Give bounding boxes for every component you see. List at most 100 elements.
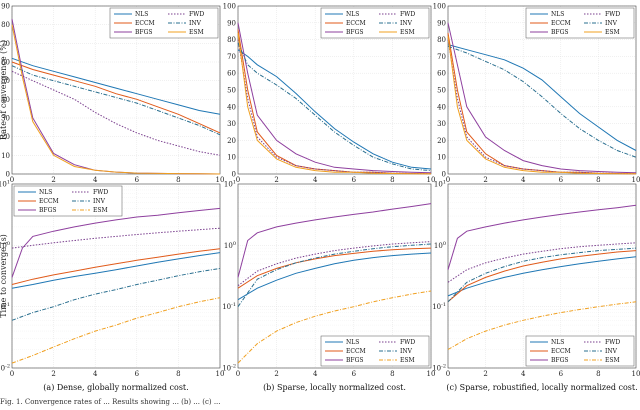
x-tick-label: 10 [216,370,225,378]
y-tick-label: 90 [1,3,10,11]
series-line-inv [11,65,221,136]
x-tick-label: 8 [390,370,394,378]
y-tick-label: 40 [227,103,236,111]
legend-label-inv: INV [400,348,413,355]
legend-label-inv: INV [605,348,618,355]
series-line-fwd [237,39,432,175]
series-line-esm [11,297,221,364]
figure-caption-footer: Fig. 1. Convergence rates of ... Results… [0,398,221,406]
legend-label-esm: ESM [605,357,620,364]
y-axis-label: Time to converge (s) [0,234,8,318]
x-tick-label: 8 [176,176,180,184]
series-line-eccm [447,250,637,303]
legend-label-eccm: ECCM [346,348,366,355]
legend-label-inv: INV [605,20,618,27]
legend: NLS FWD ECCM INV BFGS ESM [320,7,430,39]
legend-label-inv: INV [400,20,413,27]
series-line-bfgs [447,204,637,270]
x-tick-label: 0 [10,370,14,378]
legend-label-esm: ESM [189,29,204,36]
y-tick-label: 10-2 [432,364,446,373]
legend-label-fwd: FWD [400,11,415,18]
series-line-esm [11,24,221,175]
legend-label-inv: INV [93,198,106,205]
series-line-bfgs [11,207,221,278]
series-line-fwd [11,70,221,156]
x-tick-label: 2 [483,176,487,184]
x-tick-label: 0 [446,370,450,378]
x-tick-label: 10 [427,176,436,184]
series-line-inv [237,243,432,307]
series-line-eccm [237,247,432,289]
chart-panel-bottom-c: 0 2 4 6 8 10 10-2 10-1 100 101 (c) Sparse, robusti… [432,180,640,393]
y-tick-label: 101 [0,180,10,189]
y-tick-label: 10-1 [222,302,236,311]
y-tick-label: 10-1 [0,302,10,311]
legend-label-nls: NLS [135,11,148,18]
y-tick-label: 50 [227,87,236,95]
y-tick-label: 100 [223,3,236,11]
panel-caption: (c) Sparse, robustified, locally normali… [446,383,637,392]
y-tick-label: 10-1 [432,302,446,311]
x-tick-label: 4 [313,370,318,378]
series-line-nls [237,49,432,170]
series-line-inv [447,45,637,158]
x-tick-label: 6 [135,370,140,378]
y-tick-label: 40 [1,96,10,104]
x-tick-label: 10 [216,176,225,184]
y-tick-label: 10-2 [222,364,236,373]
series-line-nls [447,256,637,297]
x-tick-label: 10 [632,370,640,378]
legend-label-nls: NLS [346,339,359,346]
y-tick-label: 30 [1,115,10,123]
y-tick-label: 80 [437,36,446,44]
y-tick-label: 20 [227,137,236,145]
x-tick-label: 2 [274,176,278,184]
y-tick-label: 90 [227,19,236,27]
legend-label-eccm: ECCM [551,20,571,27]
chart-panel-top-a: 0 2 4 6 8 10 0 10 20 30 40 50 60 70 80 90 Rate of conver… [0,3,224,185]
legend: NLS FWD ECCM INV BFGS ESM [13,185,123,217]
y-axis-label: Rate of convergence (%) [0,40,8,140]
y-tick-label: 70 [1,40,10,48]
legend-label-fwd: FWD [189,11,204,18]
y-tick-label: 60 [437,70,446,78]
y-tick-label: 60 [1,59,10,67]
x-tick-label: 4 [313,176,318,184]
series-line-inv [447,247,637,303]
y-tick-label: 100 [433,3,446,11]
x-tick-label: 4 [93,176,98,184]
series-line-bfgs [11,19,221,175]
x-tick-label: 8 [390,176,394,184]
y-tick-label: 70 [227,53,236,61]
chart-panel-bottom-a: 0 2 4 6 8 10 10-2 10-1 100 101 Time to converge (s… [0,180,224,393]
legend-label-bfgs: BFGS [346,29,363,36]
x-tick-label: 4 [521,176,526,184]
series-line-fwd [447,242,637,283]
y-tick-label: 100 [0,241,10,250]
series-line-bfgs [447,22,637,174]
legend-label-fwd: FWD [93,189,108,196]
x-tick-label: 6 [352,176,357,184]
series-line-esm [237,290,432,364]
plot-frame [11,5,221,175]
legend: NLS FWD ECCM INV BFGS ESM [109,7,219,39]
series-line-inv [237,42,432,172]
plot-frame [447,183,637,369]
series-line-nls [447,44,637,151]
y-tick-label: 0 [442,171,446,179]
y-tick-label: 40 [437,103,446,111]
x-tick-label: 0 [236,370,240,378]
legend-label-esm: ESM [400,29,415,36]
series-line-nls [11,57,221,115]
series-line-bfgs [237,203,432,278]
legend-label-nls: NLS [39,189,52,196]
legend-label-bfgs: BFGS [551,357,568,364]
legend: NLS FWD ECCM INV BFGS ESM [525,7,635,39]
legend-label-eccm: ECCM [39,198,59,205]
y-tick-label: 80 [227,36,236,44]
legend-label-esm: ESM [605,29,620,36]
y-tick-label: 20 [1,133,10,141]
y-tick-label: 0 [6,171,10,179]
